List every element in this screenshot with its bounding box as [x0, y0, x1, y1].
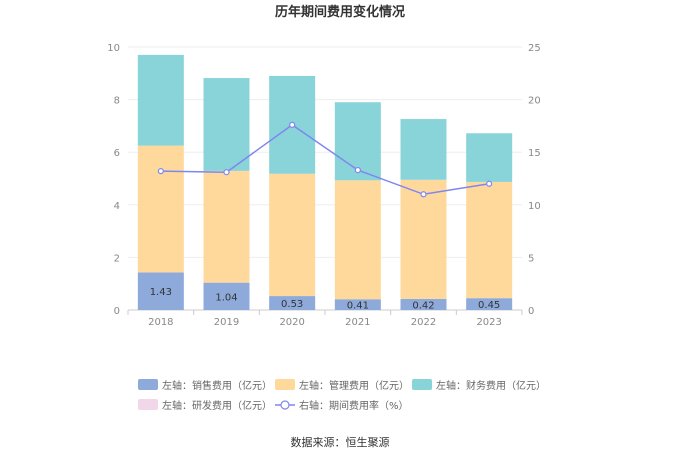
- bar-segment: [203, 78, 250, 171]
- bar-segment: [137, 145, 184, 273]
- bar-segment: [400, 119, 447, 180]
- bar-segment: [334, 180, 381, 300]
- legend-swatch[interactable]: [138, 379, 158, 390]
- x-tick-label: 2023: [476, 317, 501, 328]
- legend-label[interactable]: 左轴：管理费用（亿元）: [299, 379, 409, 392]
- x-tick-label: 2019: [214, 317, 239, 328]
- x-tick-label: 2021: [345, 317, 370, 328]
- bar-value-label: 0.41: [347, 301, 369, 312]
- bar-segment: [269, 296, 316, 310]
- rate-point: [486, 180, 493, 187]
- legend-swatch[interactable]: [412, 379, 432, 390]
- y-left-tick-label: 10: [107, 43, 120, 54]
- legend-marker[interactable]: [280, 400, 290, 410]
- y-right-tick-label: 10: [528, 201, 541, 212]
- y-right-tick-label: 20: [528, 96, 541, 107]
- y-right-tick-label: 15: [528, 148, 541, 159]
- bar-segment: [137, 272, 184, 310]
- bar-segment: [203, 282, 250, 310]
- legend-label[interactable]: 左轴：研发费用（亿元）: [162, 399, 272, 412]
- rate-point: [354, 166, 361, 174]
- y-right-tick-label: 5: [528, 253, 534, 264]
- rate-line: [160, 123, 490, 196]
- y-left-tick-label: 4: [114, 201, 120, 212]
- legend-label[interactable]: 右轴：期间费用率（%）: [299, 399, 409, 412]
- legend-swatch[interactable]: [275, 379, 295, 390]
- legend-label[interactable]: 左轴：财务费用（亿元）: [436, 379, 546, 392]
- x-tick-label: 2018: [148, 317, 173, 328]
- bar-value-label: 0.45: [478, 300, 500, 311]
- y-right-tick-label: 0: [528, 306, 534, 317]
- bar-value-label: 1.43: [150, 287, 172, 298]
- bar-value-label: 0.53: [281, 299, 303, 310]
- bar-segment: [269, 173, 316, 297]
- x-tick-label: 2022: [411, 317, 436, 328]
- rate-point: [420, 191, 427, 198]
- y-left-tick-label: 2: [114, 253, 120, 264]
- x-tick-label: 2020: [279, 317, 304, 328]
- bar-segment: [203, 170, 250, 283]
- bar-segment: [466, 298, 513, 310]
- bar-segment: [400, 179, 447, 299]
- bar-segment: [400, 298, 447, 310]
- y-left-tick-label: 8: [114, 96, 120, 107]
- y-left-tick-label: 6: [114, 148, 120, 159]
- rate-point: [223, 169, 230, 176]
- bar-segment: [466, 133, 513, 182]
- chart-title: 历年期间费用变化情况: [275, 4, 405, 20]
- bar-segment: [334, 299, 381, 310]
- y-left-tick-label: 0: [114, 306, 120, 317]
- bar-segment: [466, 181, 513, 299]
- legend-swatch[interactable]: [138, 399, 158, 410]
- bar-value-label: 0.42: [412, 300, 434, 311]
- y-right-tick-label: 25: [528, 43, 541, 54]
- data-source: 数据来源：恒生聚源: [291, 435, 390, 449]
- bar-segment: [137, 54, 184, 146]
- rate-point: [157, 168, 164, 175]
- rate-point: [289, 121, 296, 128]
- legend-label[interactable]: 左轴：销售费用（亿元）: [162, 379, 272, 392]
- bar-value-label: 1.04: [215, 292, 237, 303]
